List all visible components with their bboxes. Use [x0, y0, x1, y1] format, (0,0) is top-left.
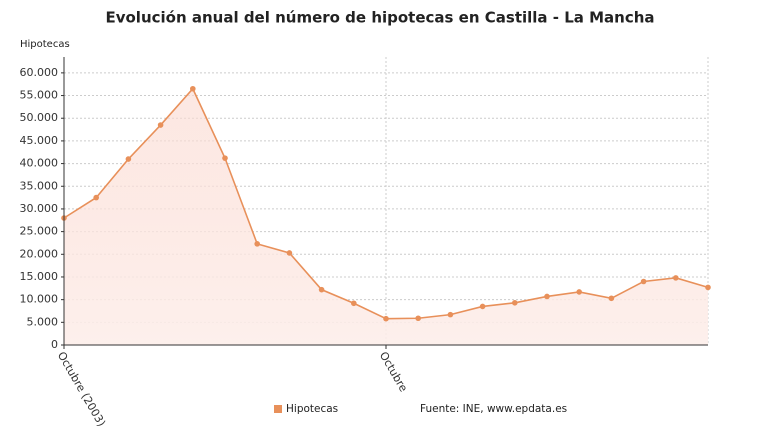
y-tick-label: 5.000 [27, 315, 59, 328]
point [93, 194, 99, 201]
y-axis-label: Hipotecas [20, 39, 70, 50]
y-tick-label: 35.000 [20, 179, 59, 192]
point [318, 286, 325, 293]
point [673, 275, 679, 281]
y-tick-label: 25.000 [20, 225, 59, 238]
point [479, 303, 486, 310]
y-tick-label: 20.000 [20, 247, 59, 260]
y-tick-label: 30.000 [20, 202, 59, 215]
point [190, 85, 196, 92]
point [512, 300, 518, 306]
y-tick-label: 0 [51, 338, 58, 351]
legend-marker [274, 405, 282, 413]
point [351, 300, 357, 307]
point [608, 295, 615, 302]
y-tick-label: 60.000 [20, 66, 59, 79]
point [447, 311, 454, 318]
point [157, 122, 164, 128]
point [705, 284, 711, 291]
y-tick-label: 55.000 [20, 89, 59, 102]
y-tick-label: 10.000 [20, 293, 59, 306]
point [286, 250, 293, 256]
x-tick-label: Octubre [377, 350, 410, 395]
legend-label: Hipotecas [286, 403, 338, 415]
point [222, 155, 228, 161]
source: Fuente: INE, www.epdata.es [420, 403, 567, 415]
chart-title: Evolución anual del número de hipotecas … [105, 9, 654, 27]
y-tick-label: 50.000 [20, 111, 59, 124]
point [254, 241, 260, 247]
y-tick-label: 15.000 [20, 270, 59, 283]
point [640, 278, 647, 285]
y-tick-label: 45.000 [20, 134, 59, 147]
area [64, 88, 708, 345]
point [415, 315, 422, 322]
point [125, 156, 132, 162]
point [544, 293, 550, 300]
point [383, 315, 389, 322]
x-tick-label: Octubre (2003) [55, 350, 108, 427]
y-tick-label: 40.000 [20, 157, 59, 170]
point [576, 289, 582, 295]
